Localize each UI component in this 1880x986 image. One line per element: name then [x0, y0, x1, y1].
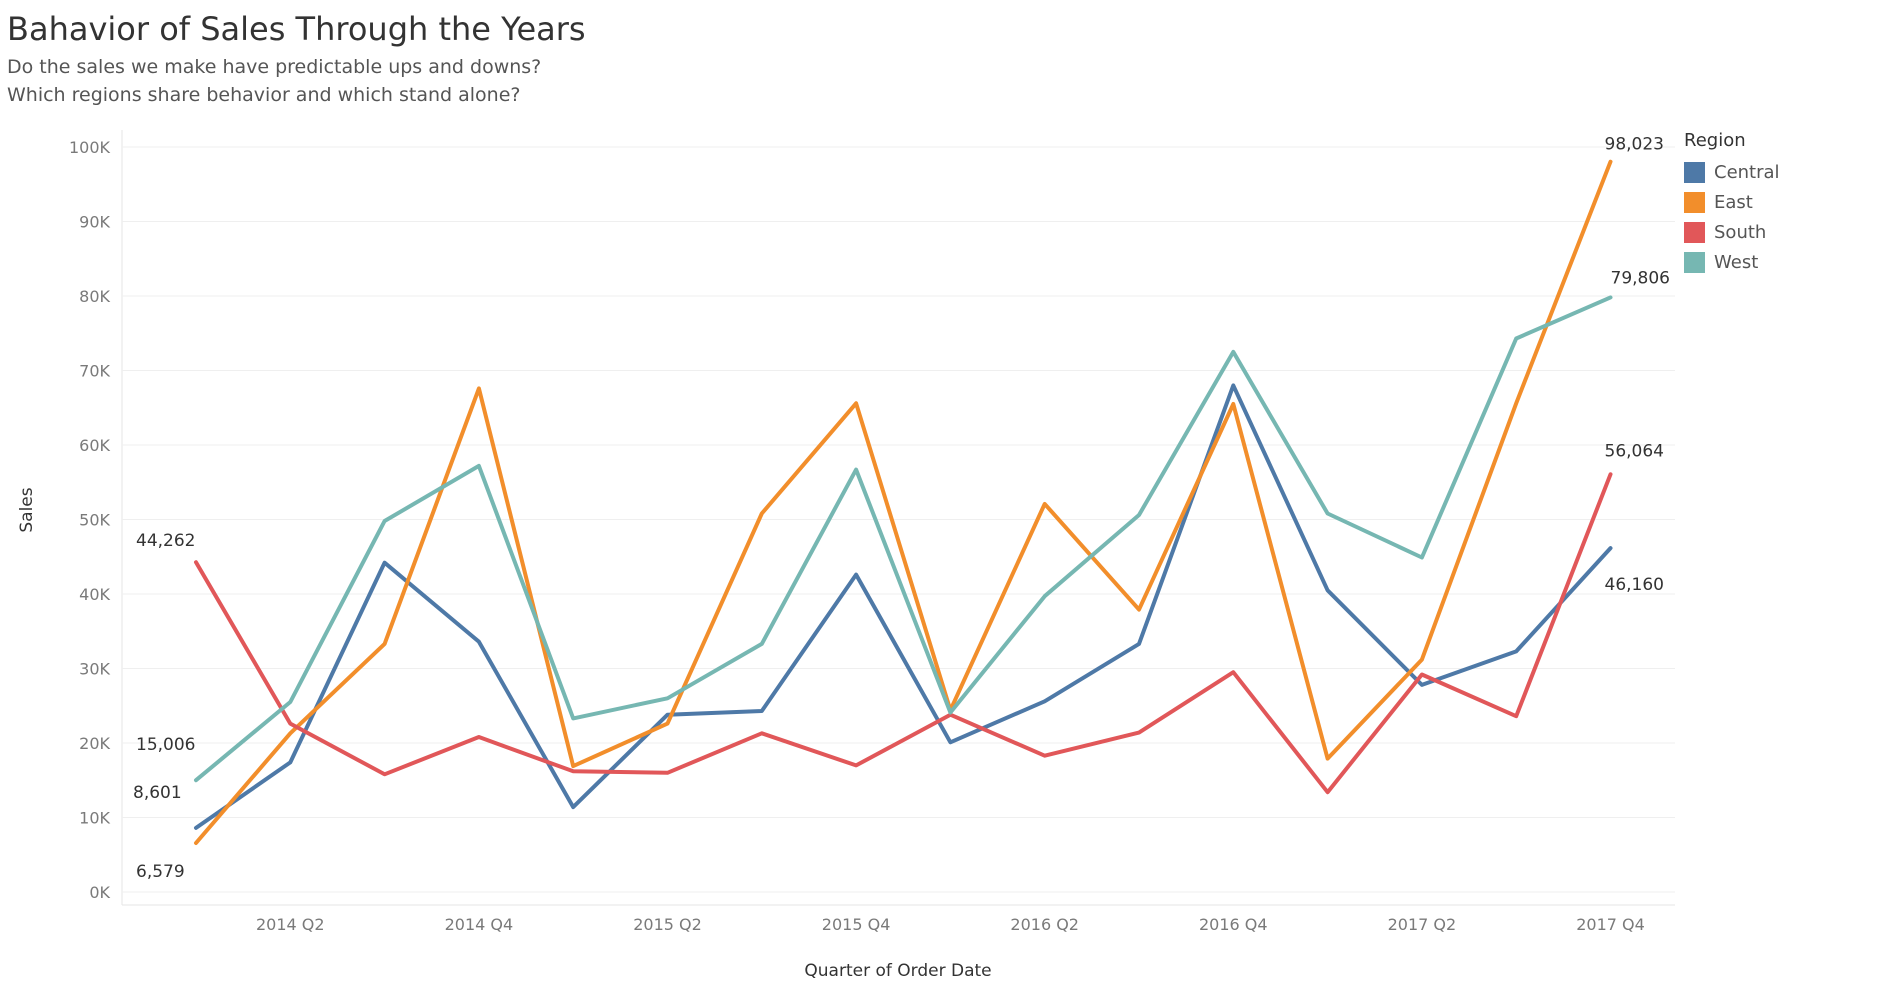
x-tick-label: 2017 Q4 — [1576, 915, 1645, 934]
x-axis-title: Quarter of Order Date — [804, 961, 991, 981]
data-label: 44,262 — [136, 531, 195, 551]
legend-label: South — [1714, 221, 1767, 243]
legend-item-south[interactable]: South — [1684, 217, 1780, 247]
y-tick-label: 80K — [79, 287, 110, 306]
y-tick-label: 50K — [79, 511, 110, 530]
legend-item-west[interactable]: West — [1684, 247, 1780, 277]
data-label: 79,806 — [1611, 268, 1670, 288]
chart-subtitle-line2: Which regions share behavior and which s… — [7, 84, 521, 106]
chart-title: Bahavior of Sales Through the Years — [7, 10, 586, 48]
y-tick-label: 10K — [79, 809, 110, 828]
legend-swatch-west — [1684, 251, 1705, 273]
data-label: 8,601 — [133, 783, 182, 803]
y-tick-label: 70K — [79, 362, 110, 381]
legend-swatch-central — [1684, 161, 1705, 183]
data-label: 15,006 — [136, 735, 195, 755]
y-axis-title: Sales — [17, 487, 37, 532]
legend-label: Central — [1714, 161, 1780, 183]
y-tick-label: 30K — [79, 660, 110, 679]
legend-swatch-east — [1684, 191, 1705, 213]
x-tick-label: 2015 Q4 — [822, 915, 891, 934]
legend-label: West — [1714, 251, 1759, 273]
chart-subtitle-line1: Do the sales we make have predictable up… — [7, 56, 542, 78]
series-line-central — [194, 383, 1613, 830]
x-tick-label: 2014 Q2 — [256, 915, 325, 934]
y-tick-label: 100K — [69, 138, 111, 157]
y-tick-label: 90K — [79, 213, 110, 232]
legend-item-central[interactable]: Central — [1684, 157, 1780, 187]
x-tick-label: 2016 Q2 — [1010, 915, 1079, 934]
data-label: 46,160 — [1605, 575, 1664, 595]
legend-title: Region — [1684, 130, 1746, 151]
x-tick-label: 2014 Q4 — [445, 915, 514, 934]
y-tick-label: 40K — [79, 585, 110, 604]
y-tick-label: 0K — [89, 883, 110, 902]
series-line-south — [194, 472, 1613, 795]
x-tick-label: 2016 Q4 — [1199, 915, 1268, 934]
legend: Region Central East South West — [1684, 130, 1780, 277]
legend-item-east[interactable]: East — [1684, 187, 1780, 217]
x-tick-label: 2017 Q2 — [1388, 915, 1457, 934]
series-line-east — [194, 159, 1613, 845]
legend-swatch-south — [1684, 221, 1705, 243]
data-label: 56,064 — [1605, 441, 1664, 461]
series-line-west — [194, 295, 1613, 783]
y-tick-label: 60K — [79, 436, 110, 455]
data-label: 6,579 — [136, 862, 185, 882]
y-tick-label: 20K — [79, 734, 110, 753]
x-tick-label: 2015 Q2 — [633, 915, 702, 934]
data-label: 98,023 — [1605, 135, 1664, 155]
legend-label: East — [1714, 191, 1753, 213]
